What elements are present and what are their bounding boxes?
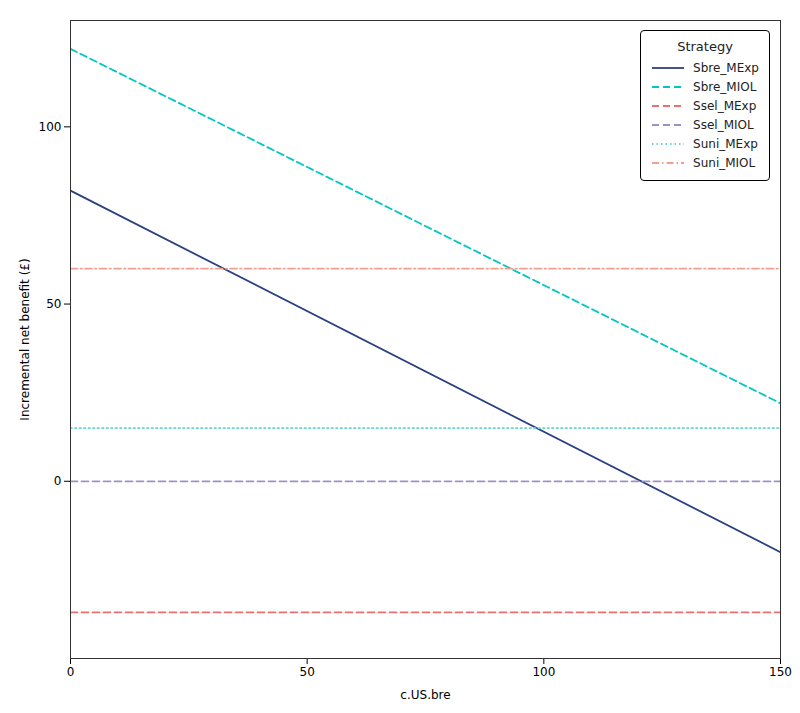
svg-text:0: 0: [67, 665, 75, 679]
html-text:Suni_MIOL: Suni_MIOL: [693, 155, 756, 170]
html-text:Ssel_MIOL: Ssel_MIOL: [693, 117, 754, 132]
html-text:Sbre_MIOL: Sbre_MIOL: [693, 79, 757, 94]
svg-text:100: 100: [39, 120, 62, 134]
svg-text:Incremental net benefit (£): Incremental net benefit (£): [18, 258, 32, 420]
svg-text:0: 0: [54, 474, 62, 488]
html-text:Sbre_MExp: Sbre_MExp: [693, 60, 759, 75]
svg-text:50: 50: [300, 665, 315, 679]
html-text:Ssel_MExp: Ssel_MExp: [693, 98, 757, 113]
svg-text:100: 100: [532, 665, 555, 679]
svg-text:150: 150: [769, 665, 792, 679]
html-text:Strategy: Strategy: [677, 39, 733, 54]
svg-text:50: 50: [46, 297, 61, 311]
html-text:Suni_MExp: Suni_MExp: [693, 136, 758, 151]
svg-text:c.US.bre: c.US.bre: [400, 688, 450, 702]
